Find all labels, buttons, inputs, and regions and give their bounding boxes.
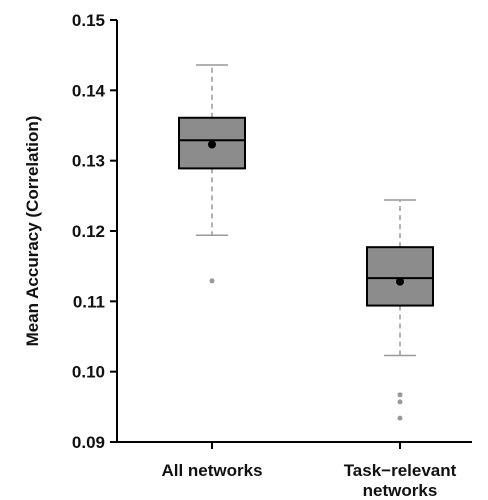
x-category-label-line: All networks	[161, 461, 262, 480]
y-tick-label: 0.12	[72, 222, 105, 241]
y-tick-label: 0.13	[72, 152, 105, 171]
box-group	[366, 199, 434, 421]
outlier-point	[397, 399, 403, 405]
boxes	[178, 64, 434, 421]
iqr-box	[366, 246, 434, 307]
y-tick-label: 0.14	[72, 81, 106, 100]
iqr-box	[178, 116, 246, 170]
axes: 0.09 0.10 0.11 0.12 0.13 0.14 0.15 All networks…	[72, 11, 472, 500]
x-category-label-line: networks	[363, 481, 438, 500]
outlier-point	[209, 278, 215, 284]
y-tick-label: 0.09	[72, 433, 105, 452]
outlier-point	[397, 415, 403, 421]
x-category-label: Task−relevant networks	[344, 461, 457, 500]
box-group	[178, 64, 246, 284]
outlier-point	[397, 392, 403, 398]
y-tick-label: 0.15	[72, 11, 105, 30]
mean-marker	[396, 277, 404, 286]
y-tick-label: 0.11	[73, 292, 105, 311]
x-category-label: All networks	[161, 461, 262, 480]
y-axis-title: Mean Accuracy (Correlation)	[23, 116, 42, 347]
x-category-label-line: Task−relevant	[344, 461, 457, 480]
mean-marker	[208, 140, 216, 149]
y-tick-label: 0.10	[72, 363, 105, 382]
